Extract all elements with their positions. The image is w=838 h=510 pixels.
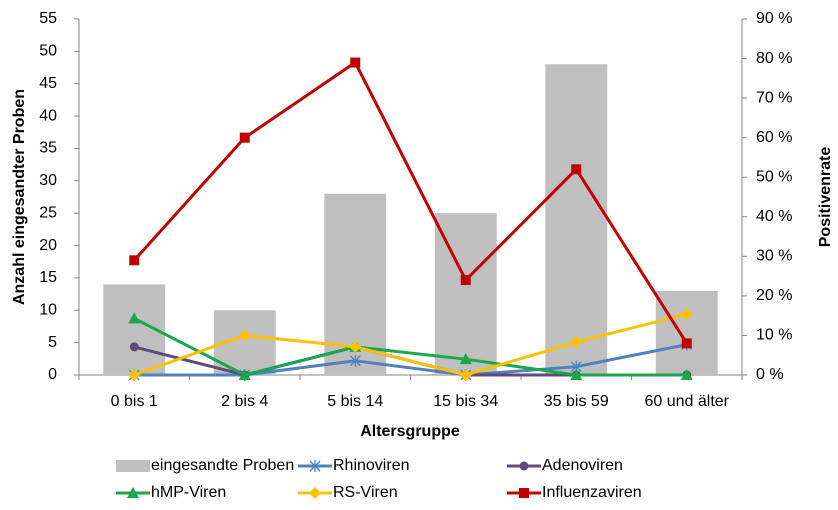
legend-item: Rhinoviren	[298, 457, 409, 474]
marker	[127, 487, 139, 498]
line	[133, 317, 687, 377]
marker	[519, 461, 529, 471]
marker	[349, 340, 362, 353]
y2-tick-label: 40 %	[756, 208, 792, 225]
legend-item: Influenzaviren	[507, 484, 642, 501]
y-tick-label: 35	[39, 140, 57, 157]
legend-item: Adenoviren	[507, 457, 623, 474]
y2-tick-label: 80 %	[756, 50, 792, 67]
marker	[570, 336, 583, 349]
marker	[128, 312, 141, 324]
legend-label: Adenoviren	[542, 457, 623, 474]
x-tick-label: 35 bis 59	[544, 393, 609, 410]
y-tick-label: 55	[39, 10, 57, 27]
legend-label: eingesandte Proben	[151, 457, 294, 474]
marker	[519, 488, 529, 498]
line	[133, 60, 689, 345]
y-tick-label: 10	[39, 301, 57, 318]
marker	[681, 338, 692, 349]
marker	[459, 353, 472, 365]
marker	[349, 354, 361, 367]
marker	[128, 369, 141, 381]
legend-item: hMP-Viren	[116, 484, 226, 501]
y2-tick-label: 10 %	[756, 327, 792, 344]
y2-axis-title: Positivenrate	[817, 147, 834, 248]
legend-label: Rhinoviren	[333, 457, 409, 474]
marker	[570, 369, 583, 380]
y-tick-label: 0	[48, 366, 57, 383]
legend-label: hMP-Viren	[151, 484, 226, 501]
y2-tick-label: 50 %	[756, 168, 792, 185]
marker	[129, 255, 140, 266]
y-tick-label: 50	[39, 43, 57, 60]
y-tick-label: 5	[48, 334, 57, 351]
y2-tick-label: 60 %	[756, 129, 792, 146]
y-tick-label: 15	[39, 269, 57, 286]
y-tick-label: 30	[39, 172, 57, 189]
y2-tick-label: 20 %	[756, 287, 792, 304]
x-tick-label: 15 bis 34	[433, 393, 498, 410]
legend-label: RS-Viren	[333, 484, 398, 501]
marker	[239, 132, 250, 143]
legend-swatch	[116, 460, 150, 472]
marker	[309, 487, 321, 499]
marker	[460, 275, 471, 286]
bar	[655, 290, 718, 375]
x-tick-label: 5 bis 14	[327, 393, 383, 410]
y-tick-label: 20	[39, 237, 57, 254]
y-tick-label: 25	[39, 204, 57, 221]
y-axis-title: Anzahl eingesandter Proben	[11, 89, 28, 305]
x-tick-label: 60 und älter	[644, 393, 729, 410]
marker	[680, 369, 693, 380]
line	[133, 312, 688, 377]
marker	[680, 308, 693, 321]
marker	[309, 460, 321, 472]
legend-label: Influenzaviren	[542, 484, 642, 501]
marker	[459, 369, 472, 381]
marker	[571, 164, 582, 175]
legend-item: RS-Viren	[298, 484, 398, 501]
line	[134, 343, 688, 377]
marker	[238, 369, 251, 380]
marker	[350, 57, 361, 68]
legend-item: eingesandte Proben	[116, 457, 294, 474]
bar	[545, 64, 608, 376]
y-tick-label: 40	[39, 107, 57, 124]
y-tick-label: 45	[39, 75, 57, 92]
x-tick-label: 0 bis 1	[111, 393, 158, 410]
x-tick-label: 2 bis 4	[221, 393, 268, 410]
y2-tick-label: 30 %	[756, 248, 792, 265]
y2-tick-label: 70 %	[756, 89, 792, 106]
x-axis-title: Altersgruppe	[360, 423, 460, 440]
y2-tick-label: 90 %	[756, 10, 792, 27]
y2-tick-label: 0 %	[756, 366, 784, 383]
marker	[238, 329, 251, 342]
marker	[129, 342, 139, 352]
